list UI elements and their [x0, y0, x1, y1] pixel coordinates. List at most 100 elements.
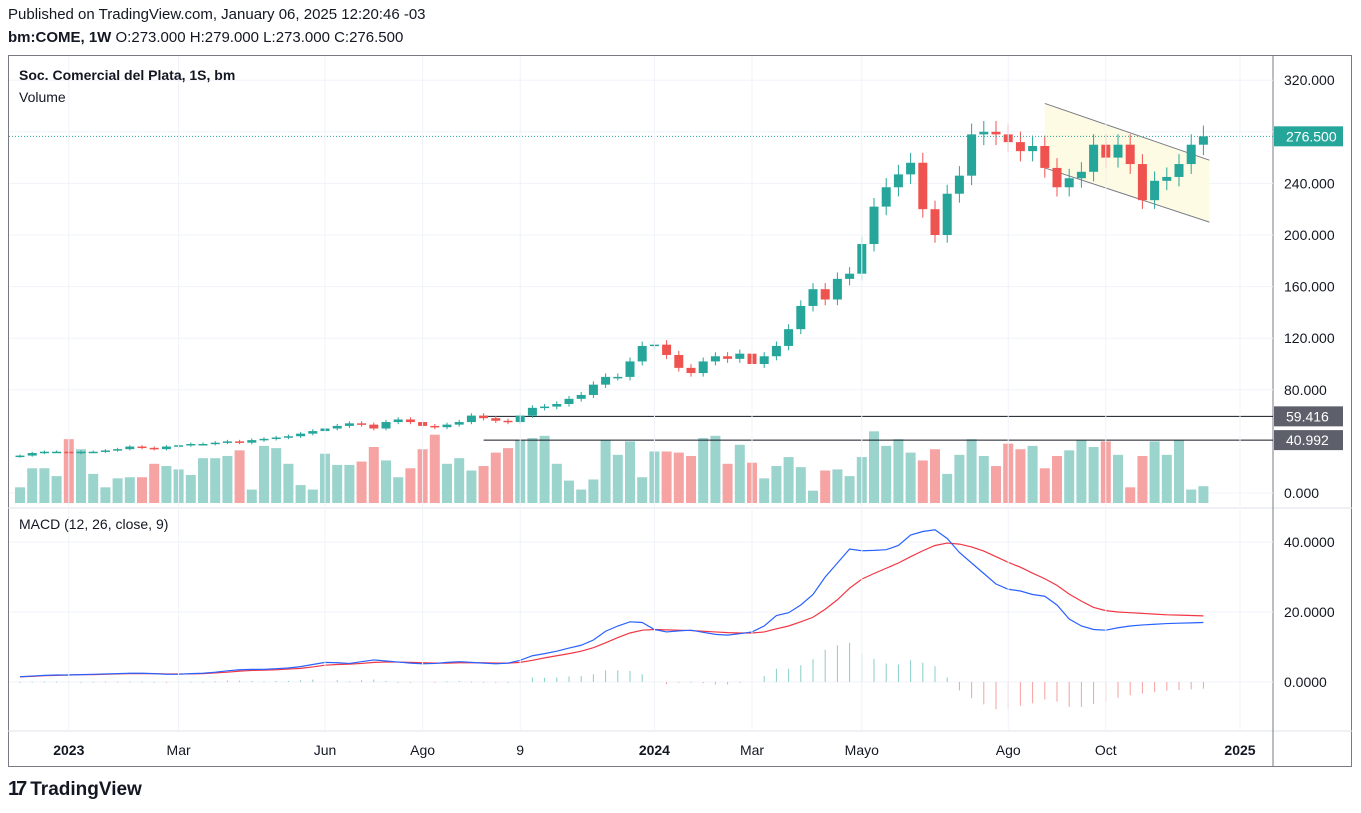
volume-bar [576, 489, 587, 503]
volume-bar [698, 438, 709, 503]
candle-body [76, 451, 86, 454]
macd-histogram-bar [580, 676, 582, 682]
candle-body [100, 450, 110, 452]
symbol-label: bm:COME, 1W [8, 29, 112, 46]
macd-histogram-bar [788, 668, 790, 682]
macd-histogram-bar [397, 682, 399, 683]
volume-bar [368, 447, 379, 503]
macd-histogram-bar [409, 682, 411, 683]
macd-legend[interactable]: MACD (12, 26, close, 9) [19, 516, 169, 532]
volume-bar [942, 473, 953, 503]
macd-histogram-bar [556, 677, 558, 682]
candle-body [161, 446, 171, 450]
high-value: 279.000 [204, 29, 259, 46]
macd-histogram-bar [19, 682, 21, 683]
macd-histogram-bar [165, 682, 167, 683]
volume-bar [600, 440, 611, 503]
volume-bar [137, 477, 147, 503]
volume-bar [442, 463, 452, 503]
macd-histogram-bar [56, 681, 58, 683]
volume-bar [612, 454, 623, 503]
volume-bar [39, 468, 50, 503]
macd-histogram-bar [849, 642, 851, 682]
macd-histogram-bar [800, 665, 802, 682]
macd-histogram-bar [739, 682, 741, 683]
candle-body [613, 376, 623, 379]
macd-histogram-bar [300, 680, 302, 682]
price-tick-label: 320.000 [1284, 72, 1335, 88]
open-value: 273.000 [131, 29, 186, 46]
signal-line [19, 542, 1204, 678]
candle-body [222, 441, 232, 443]
volume-bar [869, 431, 879, 503]
candle-body [759, 356, 769, 364]
macd-histogram-bar [995, 682, 997, 710]
macd-histogram-bar [153, 682, 155, 683]
candle-body [405, 419, 415, 423]
macd-histogram-bar [568, 676, 570, 682]
volume-bar [844, 476, 855, 503]
candle-body [698, 361, 708, 374]
volume-bar [917, 460, 928, 503]
volume-bar [27, 468, 38, 503]
macd-histogram-bar [141, 681, 143, 683]
candle-body [918, 162, 928, 210]
volume-legend[interactable]: Volume [19, 89, 66, 105]
volume-bar [344, 464, 355, 503]
volume-bar [1198, 486, 1209, 503]
macd-histogram-bar [1044, 682, 1046, 700]
macd-histogram-bar [385, 680, 387, 682]
candle-body [259, 438, 269, 441]
volume-bar [15, 487, 25, 503]
volume-bar [954, 454, 965, 503]
macd-histogram-bar [544, 677, 546, 682]
macd-histogram-bar [31, 681, 33, 683]
candle-body [979, 131, 989, 135]
macd-histogram-bar [1117, 682, 1119, 698]
volume-bar [478, 466, 489, 503]
candle-body [869, 206, 879, 245]
volume-bar [1125, 487, 1136, 503]
candle-body [1125, 144, 1135, 165]
candle-body [332, 425, 342, 429]
macd-tick-label: 0.0000 [1284, 674, 1327, 690]
candle-body [1150, 180, 1160, 201]
volume-bar [283, 463, 294, 503]
volume-bar [271, 448, 282, 503]
macd-histogram-bar [263, 681, 265, 683]
candle-body [296, 433, 306, 437]
candle-body [723, 356, 733, 359]
macd-histogram-bar [885, 663, 887, 682]
volume-bar [710, 435, 721, 503]
volume-bar [832, 469, 843, 503]
series-legend[interactable]: Soc. Comercial del Plata, 1S, bm [19, 67, 236, 83]
candle-body [796, 305, 806, 330]
volume-bar [820, 470, 831, 503]
macd-histogram-bar [531, 677, 533, 682]
candle-body [198, 443, 208, 446]
last-price-tag-label: 276.500 [1286, 128, 1337, 144]
macd-histogram-bar [1202, 682, 1204, 689]
volume-bar [490, 452, 501, 503]
macd-histogram-bar [104, 681, 106, 683]
volume-bar [1027, 445, 1038, 503]
macd-histogram-bar [727, 682, 729, 685]
volume-bar [1174, 440, 1184, 503]
volume-bar [393, 477, 404, 503]
macd-histogram-bar [251, 680, 253, 682]
macd-tick-label: 20.0000 [1284, 604, 1335, 620]
volume-bar [185, 475, 196, 503]
candle-body [491, 418, 501, 421]
macd-histogram-bar [483, 682, 485, 683]
time-tick-label: Oct [1095, 742, 1117, 758]
price-tick-label: 80.000 [1284, 382, 1327, 398]
candle-body [1137, 164, 1147, 201]
macd-histogram-bar [117, 681, 119, 683]
volume-bar [527, 438, 538, 503]
macd-histogram-bar [910, 660, 912, 682]
candle-body [357, 423, 367, 425]
price-tick-label: 200.000 [1284, 227, 1335, 243]
candle-body [247, 440, 257, 443]
macd-histogram-bar [690, 681, 692, 683]
